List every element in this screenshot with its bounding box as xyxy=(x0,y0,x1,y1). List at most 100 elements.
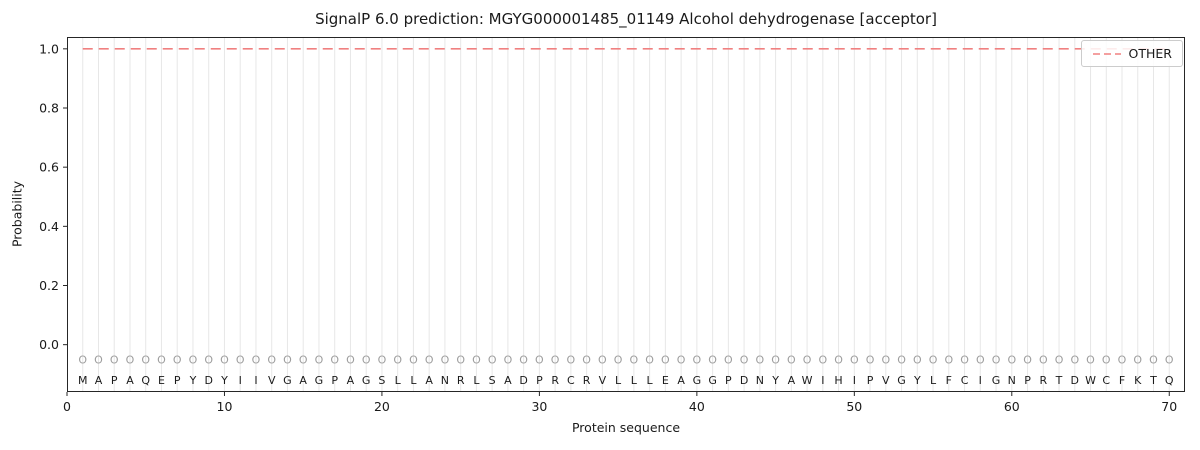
residue-letter: N xyxy=(1008,374,1016,387)
residue-letter: P xyxy=(867,374,874,387)
y-tick-label: 0.0 xyxy=(39,337,59,352)
residue-marker: O xyxy=(645,353,654,366)
residue-marker: O xyxy=(409,353,418,366)
x-tick-label: 60 xyxy=(1004,399,1020,414)
residue-letter: L xyxy=(615,374,622,387)
residue-letter: M xyxy=(78,374,88,387)
residue-letter: D xyxy=(204,374,212,387)
residue-letter: I xyxy=(853,374,856,387)
residue-letter: P xyxy=(725,374,732,387)
residue-letter: T xyxy=(1055,374,1063,387)
residue-letter: C xyxy=(961,374,969,387)
residue-letter: H xyxy=(834,374,842,387)
legend: OTHER xyxy=(1080,40,1183,67)
residue-letter: V xyxy=(268,374,276,387)
y-tick-label: 0.6 xyxy=(39,160,59,175)
residue-letter: G xyxy=(708,374,717,387)
residue-letter: L xyxy=(395,374,402,387)
residue-marker: O xyxy=(976,353,985,366)
residue-letter: L xyxy=(930,374,937,387)
residue-letter: I xyxy=(239,374,242,387)
residue-letter: D xyxy=(519,374,527,387)
residue-marker: O xyxy=(472,353,481,366)
residue-marker: O xyxy=(834,353,843,366)
residue-letter: A xyxy=(126,374,134,387)
residue-letter: Y xyxy=(913,374,921,387)
residue-marker: O xyxy=(1023,353,1032,366)
residue-marker: O xyxy=(598,353,607,366)
residue-letter: D xyxy=(1071,374,1079,387)
residue-letter: T xyxy=(1149,374,1157,387)
residue-letter: I xyxy=(979,374,982,387)
residue-marker: O xyxy=(1133,353,1142,366)
residue-marker: O xyxy=(818,353,827,366)
residue-marker: O xyxy=(267,353,276,366)
residue-letter: P xyxy=(111,374,118,387)
residue-letter: C xyxy=(567,374,575,387)
residue-letter: P xyxy=(1024,374,1031,387)
residue-marker: O xyxy=(173,353,182,366)
residue-letter: N xyxy=(441,374,449,387)
residue-marker: O xyxy=(913,353,922,366)
residue-letter: P xyxy=(331,374,338,387)
residue-marker: O xyxy=(897,353,906,366)
residue-letter: G xyxy=(693,374,702,387)
residue-marker: O xyxy=(189,353,198,366)
residue-marker: O xyxy=(504,353,513,366)
residue-marker: O xyxy=(315,353,324,366)
residue-marker: O xyxy=(220,353,229,366)
residue-marker: O xyxy=(1102,353,1111,366)
residue-marker: O xyxy=(881,353,890,366)
residue-marker: O xyxy=(299,353,308,366)
residue-letter: R xyxy=(551,374,559,387)
residue-letter: R xyxy=(1039,374,1047,387)
residue-marker: O xyxy=(803,353,812,366)
x-tick-label: 10 xyxy=(217,399,233,414)
residue-marker: O xyxy=(614,353,623,366)
residue-letter: E xyxy=(662,374,669,387)
residue-letter: K xyxy=(1134,374,1142,387)
residue-letter: P xyxy=(536,374,543,387)
residue-marker: O xyxy=(236,353,245,366)
residue-letter: E xyxy=(158,374,165,387)
residue-marker: O xyxy=(866,353,875,366)
residue-marker: O xyxy=(960,353,969,366)
residue-marker: O xyxy=(157,353,166,366)
residue-marker: O xyxy=(94,353,103,366)
residue-letter: R xyxy=(583,374,591,387)
residue-letter: L xyxy=(647,374,654,387)
residue-letter: A xyxy=(425,374,433,387)
residue-letter: Y xyxy=(771,374,779,387)
x-tick-label: 30 xyxy=(531,399,547,414)
residue-letter: G xyxy=(992,374,1001,387)
residue-marker: O xyxy=(1165,353,1174,366)
residue-letter: A xyxy=(504,374,512,387)
residue-letter: A xyxy=(788,374,796,387)
residue-marker: O xyxy=(771,353,780,366)
residue-marker: O xyxy=(630,353,639,366)
residue-marker: O xyxy=(1039,353,1048,366)
residue-letter: R xyxy=(457,374,465,387)
residue-marker: O xyxy=(582,353,591,366)
residue-marker: O xyxy=(850,353,859,366)
residue-marker: O xyxy=(378,353,387,366)
residue-marker: O xyxy=(252,353,261,366)
residue-letter: F xyxy=(946,374,952,387)
residue-marker: O xyxy=(661,353,670,366)
x-tick-label: 0 xyxy=(63,399,71,414)
residue-marker: O xyxy=(756,353,765,366)
residue-letter: S xyxy=(378,374,385,387)
residue-letter: G xyxy=(362,374,371,387)
residue-letter: L xyxy=(631,374,638,387)
residue-letter: W xyxy=(802,374,813,387)
plot-title: SignalP 6.0 prediction: MGYG000001485_01… xyxy=(315,10,937,28)
y-tick-label: 0.8 xyxy=(39,101,59,116)
residue-letter: F xyxy=(1119,374,1125,387)
x-tick-label: 50 xyxy=(846,399,862,414)
residue-letter: V xyxy=(599,374,607,387)
residue-marker: O xyxy=(1086,353,1095,366)
residue-letter: D xyxy=(740,374,748,387)
residue-marker: O xyxy=(1070,353,1079,366)
